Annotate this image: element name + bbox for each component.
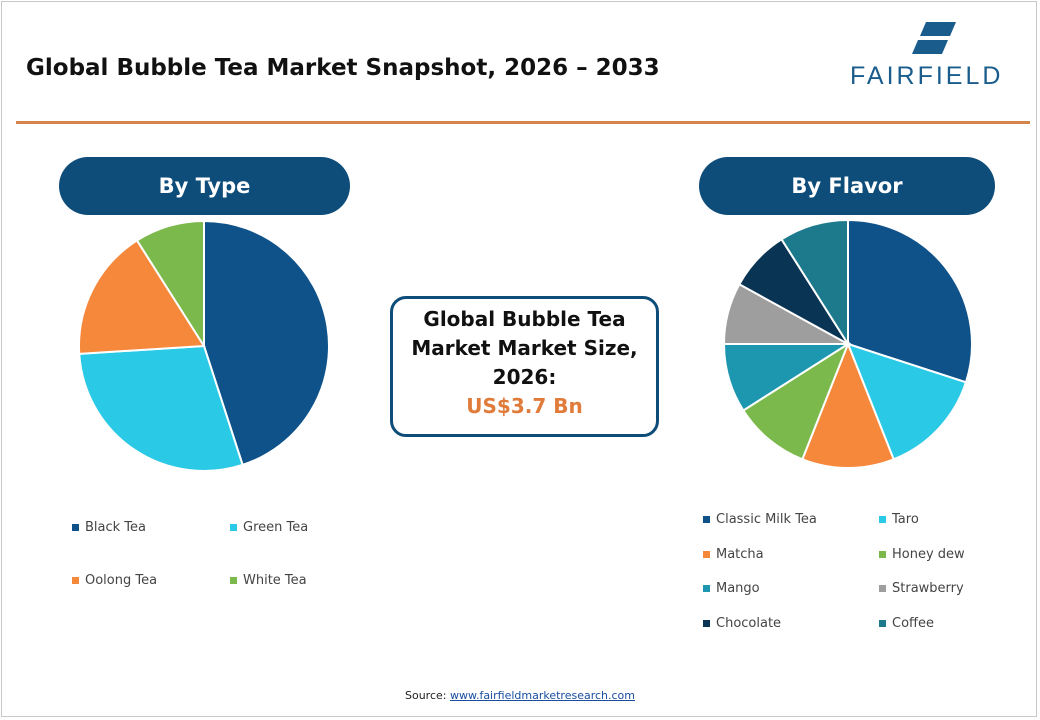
by-type-legend-label: Green Tea <box>243 520 309 535</box>
by-flavor-legend-item-honey-dew: Honey dew <box>879 547 965 562</box>
by-type-legend-swatch <box>230 524 237 531</box>
by-type-legend-label: Black Tea <box>85 520 147 535</box>
by-type-pie-chart <box>78 219 330 472</box>
source-label: Source: <box>404 689 450 702</box>
by-flavor-legend-item-taro: Taro <box>879 512 919 527</box>
by-type-legend-swatch <box>72 577 79 584</box>
by-flavor-legend-label: Matcha <box>716 546 764 562</box>
source-line: Source: www.fairfieldmarketresearch.com <box>0 689 1040 702</box>
by-flavor-legend-swatch <box>703 619 710 627</box>
by-flavor-slice-classic-milk-tea <box>847 218 973 384</box>
by-flavor-legend-item-matcha: Matcha <box>703 547 764 562</box>
by-flavor-legend-item-strawberry: Strawberry <box>879 581 964 596</box>
by-flavor-legend-item-chocolate: Chocolate <box>703 616 781 631</box>
source-link[interactable]: www.fairfieldmarketresearch.com <box>449 689 635 702</box>
fairfield-logo: FAIRFIELD <box>846 18 1026 90</box>
by-flavor-slice-matcha <box>801 341 895 469</box>
by-type-legend: Black Tea Green Tea Oolong Tea White Tea <box>70 520 370 600</box>
callout-line-1: Global Bubble Tea <box>423 307 626 331</box>
by-type-legend-label: White Tea <box>243 573 307 588</box>
by-flavor-slice-taro <box>846 342 968 461</box>
callout-line-3: 2026: <box>492 365 557 389</box>
by-flavor-legend-swatch <box>703 550 710 558</box>
by-type-slice-white-tea <box>135 219 205 350</box>
by-flavor-legend-label: Coffee <box>892 615 934 631</box>
by-type-slice-oolong-tea <box>78 239 206 355</box>
by-flavor-pie-chart <box>722 218 973 469</box>
by-type-slice-green-tea <box>78 344 244 472</box>
logo-text: FAIRFIELD <box>850 62 1004 90</box>
by-type-legend-item-black-tea: Black Tea <box>72 520 146 535</box>
by-flavor-slice-honey-dew <box>741 341 851 461</box>
by-flavor-heading: By Flavor <box>699 157 995 215</box>
by-flavor-legend: Classic Milk Tea Taro Matcha Honey dew Mango… <box>703 512 1023 642</box>
by-flavor-heading-label: By Flavor <box>791 174 903 198</box>
by-flavor-legend-item-classic-milk-tea: Classic Milk Tea <box>703 512 817 527</box>
by-flavor-legend-swatch <box>703 585 710 592</box>
by-type-slice-black-tea <box>203 219 330 467</box>
by-type-legend-item-green-tea: Green Tea <box>230 520 308 535</box>
by-flavor-legend-swatch <box>703 516 710 523</box>
by-flavor-legend-label: Honey dew <box>892 546 965 562</box>
by-flavor-slice-coffee <box>780 218 849 348</box>
by-flavor-legend-swatch <box>879 585 886 592</box>
market-size-callout: Global Bubble Tea Market Market Size, 20… <box>390 296 659 437</box>
by-type-heading-label: By Type <box>158 174 251 198</box>
logo-mark-icon <box>912 22 956 54</box>
by-flavor-legend-label: Mango <box>716 581 760 596</box>
by-flavor-legend-swatch <box>879 619 886 627</box>
page-title: Global Bubble Tea Market Snapshot, 2026 … <box>26 55 660 81</box>
by-flavor-legend-label: Taro <box>892 512 919 527</box>
market-size-value: US$3.7 Bn <box>466 394 583 418</box>
by-flavor-legend-label: Chocolate <box>716 615 782 631</box>
by-type-legend-swatch <box>72 524 79 531</box>
by-type-heading: By Type <box>59 157 350 215</box>
by-flavor-legend-item-mango: Mango <box>703 581 760 596</box>
by-type-legend-item-white-tea: White Tea <box>230 573 307 588</box>
by-flavor-legend-label: Strawberry <box>892 581 964 596</box>
by-type-legend-label: Oolong Tea <box>85 573 158 588</box>
header-divider <box>16 121 1030 124</box>
by-type-legend-swatch <box>230 577 237 584</box>
by-flavor-legend-item-coffee: Coffee <box>879 616 934 631</box>
by-flavor-legend-swatch <box>879 516 886 523</box>
by-flavor-legend-swatch <box>879 550 886 558</box>
by-type-legend-item-oolong-tea: Oolong Tea <box>72 573 157 588</box>
callout-line-2: Market Market Size, <box>411 336 638 360</box>
by-flavor-legend-label: Classic Milk Tea <box>716 512 817 527</box>
